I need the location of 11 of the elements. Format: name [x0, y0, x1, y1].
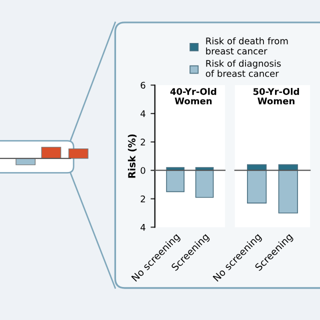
y-tick-label: 4	[140, 110, 146, 117]
y-tick-label: 6	[140, 82, 146, 89]
legend-label: Risk of diagnosis of breast cancer	[206, 60, 281, 77]
text: 40-Yr-Old Women	[170, 88, 216, 104]
y-tick-label: 0	[140, 167, 146, 174]
y-tick-label: 2	[140, 138, 145, 146]
y-axis-title: Risk (%)	[128, 134, 137, 178]
text: 50-Yr-Old Women	[253, 88, 299, 104]
y-tick-label: 2	[140, 196, 145, 202]
legend-label: Risk of death from breast cancer	[206, 37, 288, 54]
y-tick-label: 4	[140, 224, 146, 231]
